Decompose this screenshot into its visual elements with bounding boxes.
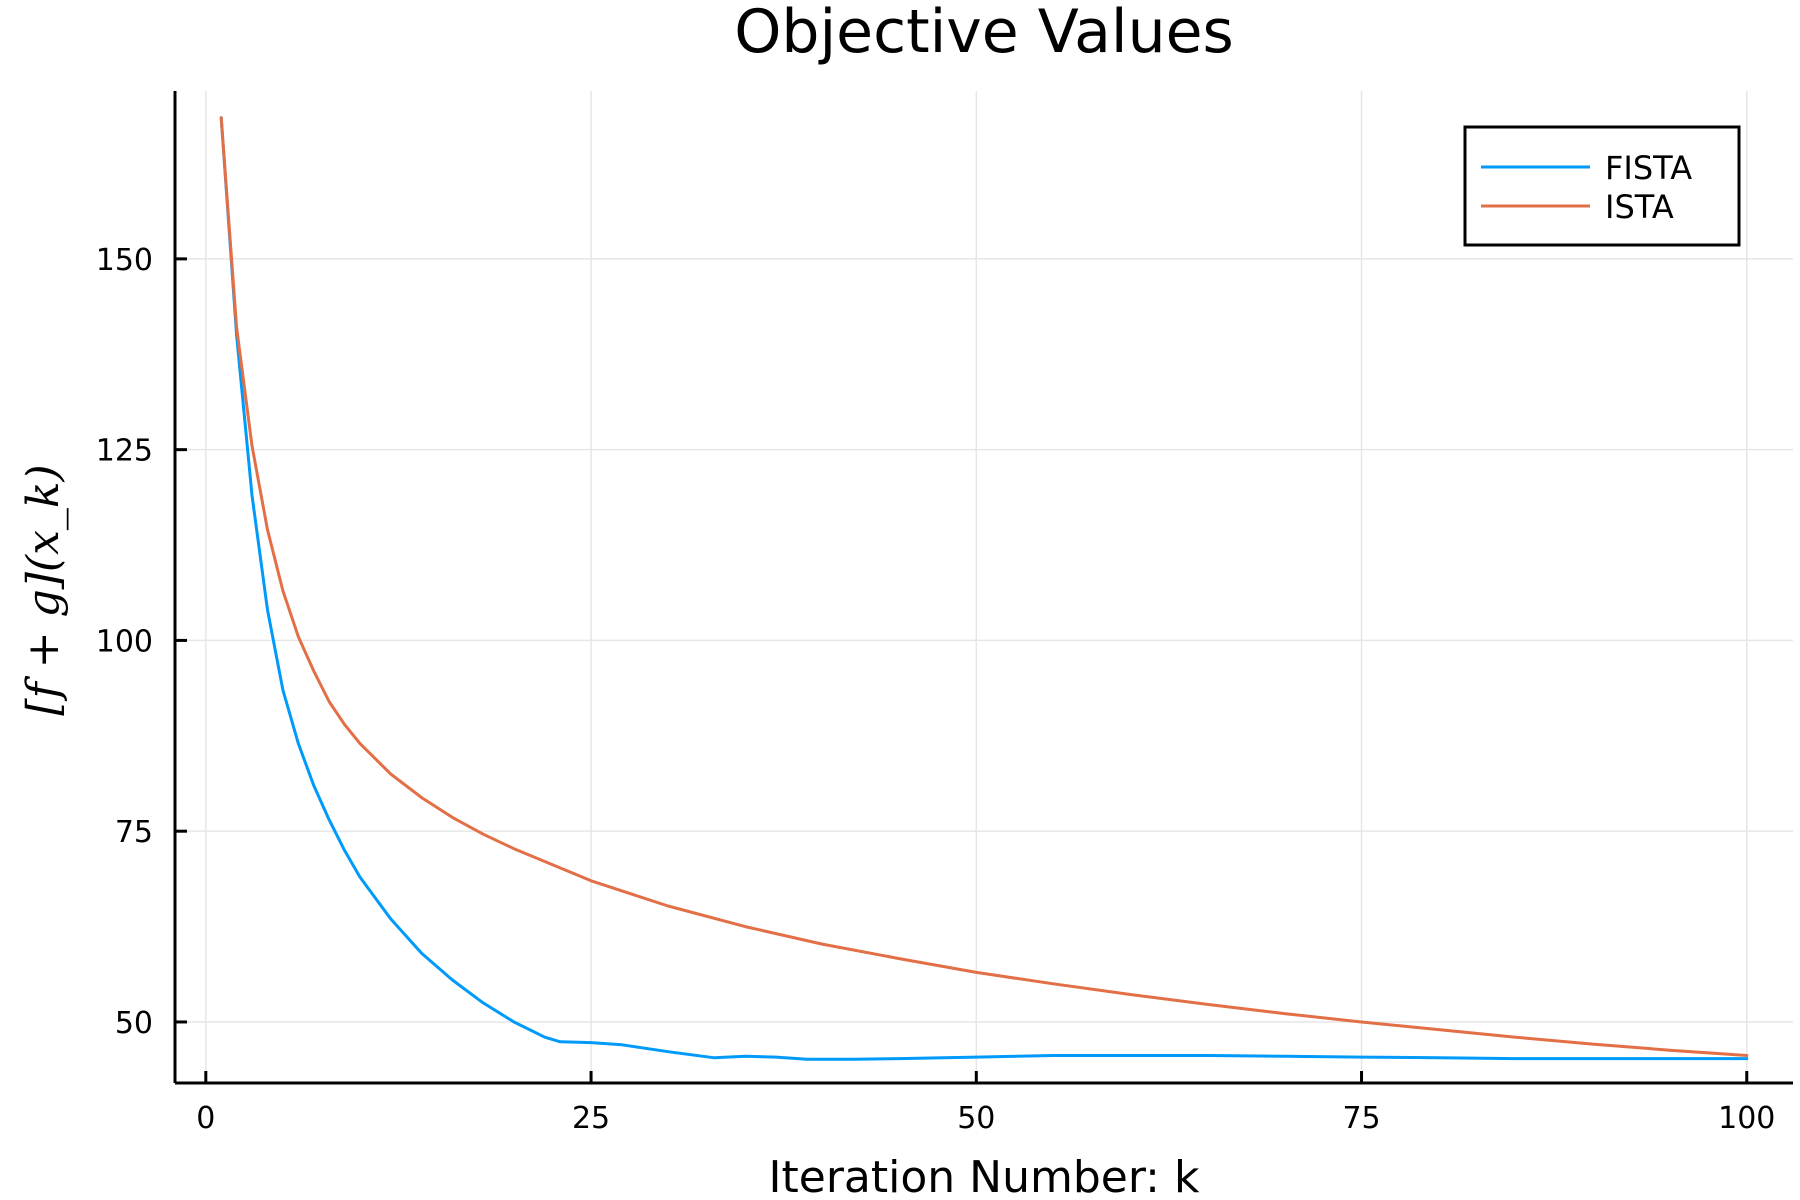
x-tick-label: 25 bbox=[572, 1101, 610, 1136]
y-tick-label: 125 bbox=[96, 434, 153, 469]
series-line-ista bbox=[219, 116, 1749, 1057]
grid-layer bbox=[175, 91, 1793, 1083]
legend-box bbox=[1463, 125, 1741, 247]
x-tick-label: 100 bbox=[1718, 1101, 1775, 1136]
series-line-fista bbox=[219, 116, 1749, 1061]
chart-title: Objective Values bbox=[734, 0, 1234, 67]
y-tick-label: 100 bbox=[96, 624, 153, 659]
y-tick-label: 50 bbox=[115, 1006, 153, 1041]
axes-layer bbox=[173, 91, 1793, 1085]
ticks-layer: 0 25 50 75 100 50 75 100 125 150 bbox=[96, 243, 1776, 1136]
legend-label-fista: FISTA bbox=[1605, 149, 1692, 187]
x-tick-label: 50 bbox=[957, 1101, 995, 1136]
y-tick-label: 75 bbox=[115, 815, 153, 850]
y-axis-label: [f + g](x_k) bbox=[18, 464, 69, 715]
x-tick-label: 75 bbox=[1342, 1101, 1380, 1136]
y-tick-label: 150 bbox=[96, 243, 153, 278]
legend-label-ista: ISTA bbox=[1605, 188, 1674, 226]
x-axis-label: Iteration Number: k bbox=[769, 1152, 1200, 1200]
series-layer bbox=[219, 116, 1749, 1061]
x-tick-label: 0 bbox=[196, 1101, 215, 1136]
legend: FISTA ISTA bbox=[1463, 125, 1741, 247]
